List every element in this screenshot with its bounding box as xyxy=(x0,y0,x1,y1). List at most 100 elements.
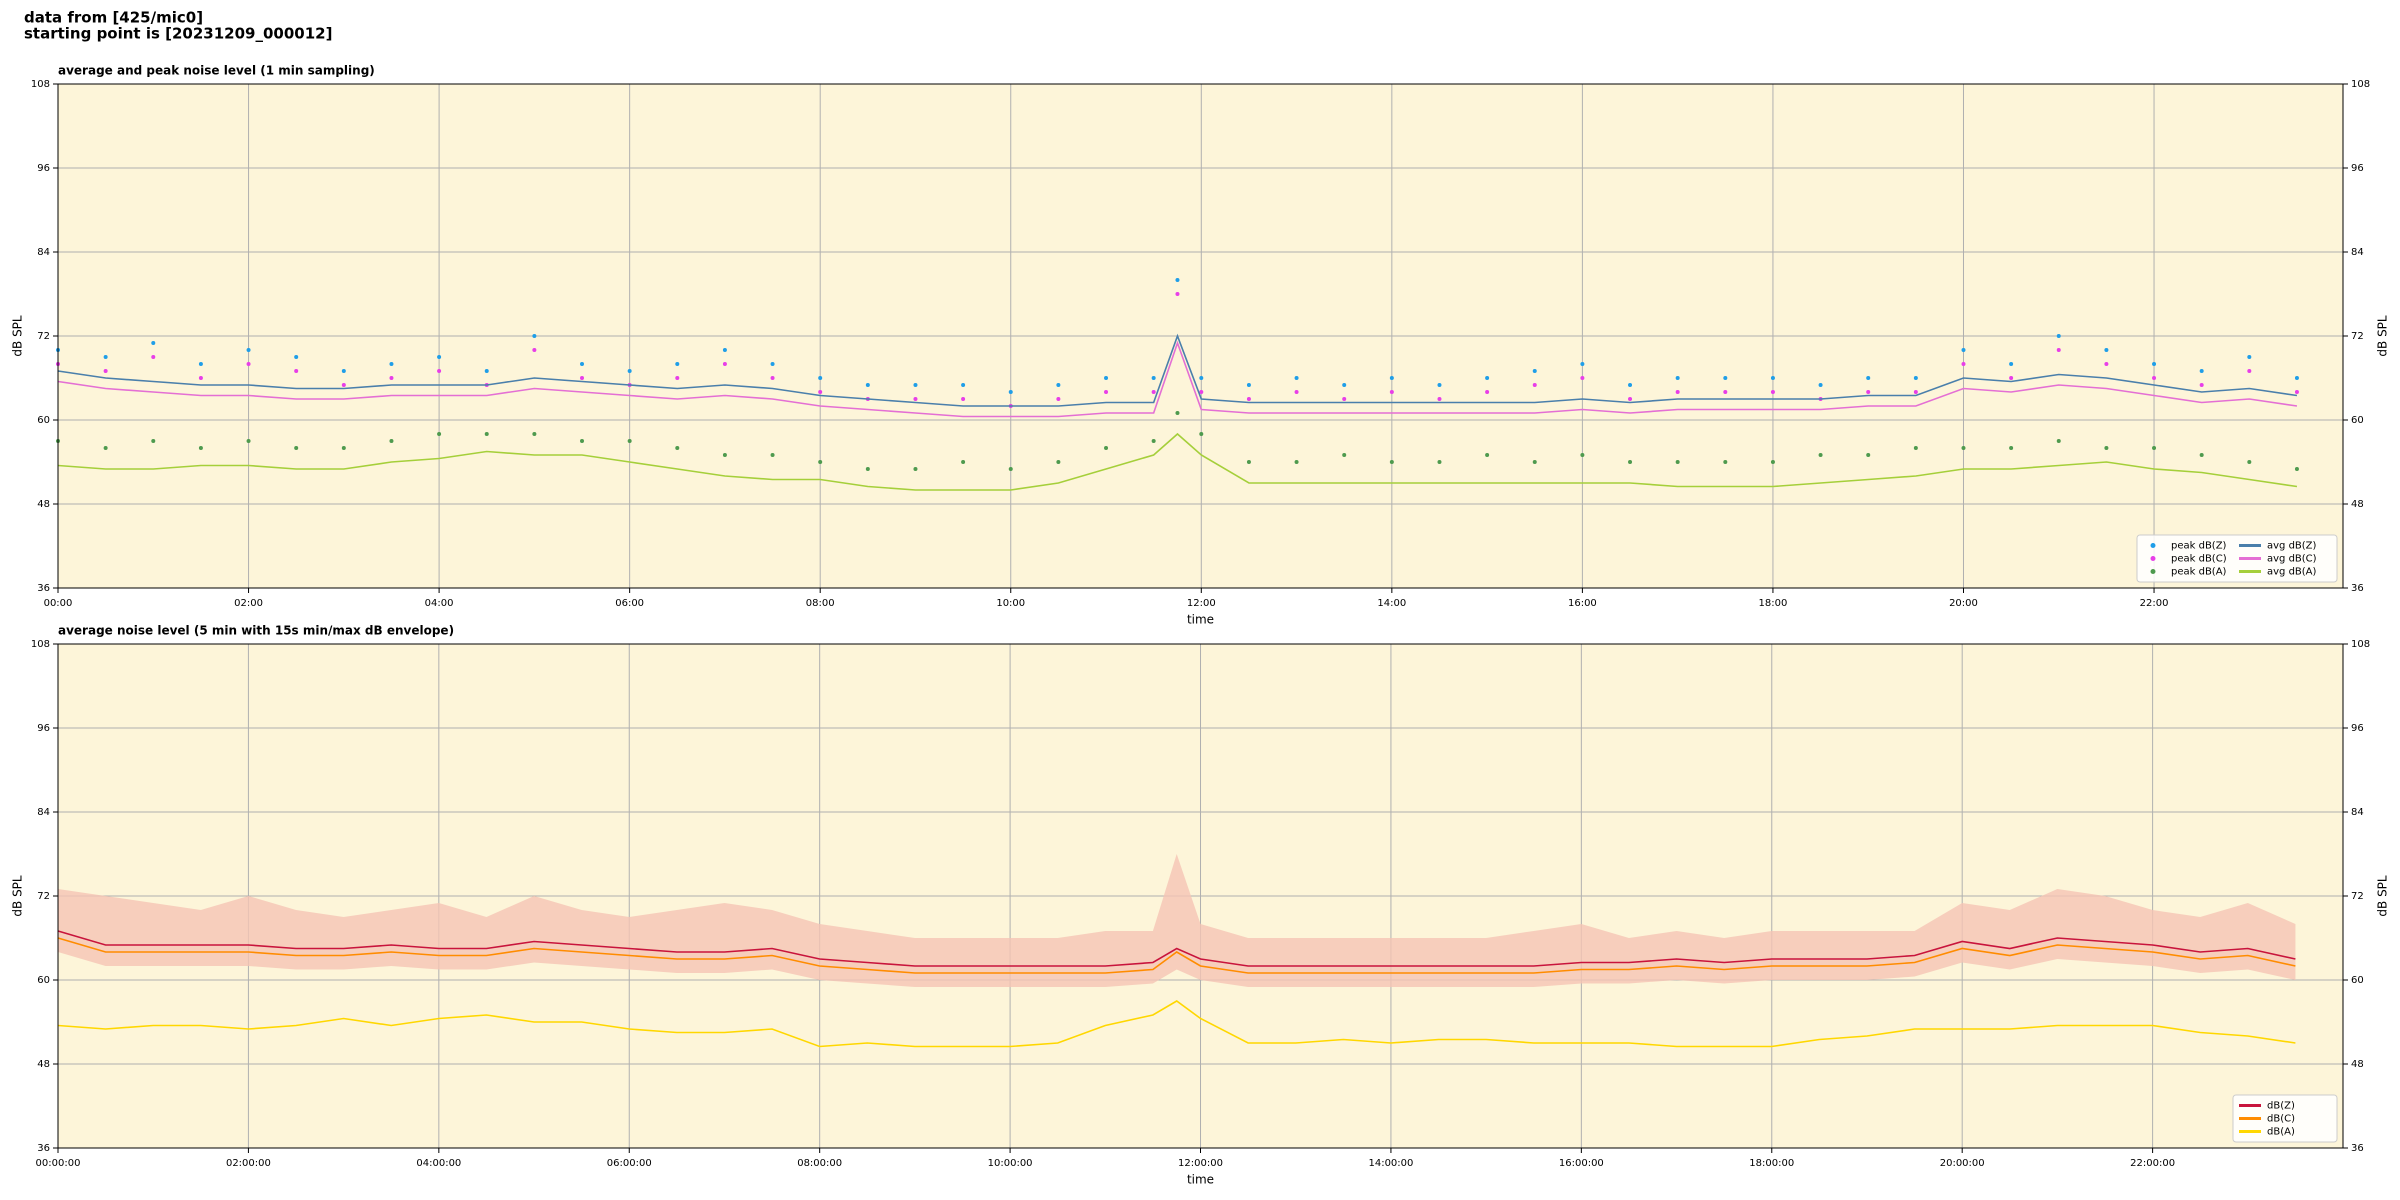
peak-point xyxy=(2056,439,2061,443)
peak-point xyxy=(198,446,203,450)
y-tick-label: 72 xyxy=(37,891,50,902)
peak-point xyxy=(675,376,680,380)
series-line xyxy=(57,930,2296,967)
y-tick-label: 48 xyxy=(37,1059,50,1070)
x-tick-label: 10:00:00 xyxy=(988,1158,1033,1169)
peak-point xyxy=(1675,460,1680,464)
peak-point xyxy=(341,369,346,373)
y-tick-label: 96 xyxy=(2351,163,2364,174)
peak-point xyxy=(389,439,394,443)
x-tick-label: 22:00:00 xyxy=(2130,1158,2175,1169)
legend-label: dB(C) xyxy=(2267,1114,2295,1125)
x-tick-label: 00:00 xyxy=(44,598,73,609)
peak-point xyxy=(1961,348,1966,352)
x-tick-label: 08:00 xyxy=(806,598,835,609)
peak-point xyxy=(1056,383,1061,387)
peak-point xyxy=(198,362,203,366)
chart-title: average noise level (5 min with 15s min/… xyxy=(58,624,454,638)
y-tick-label: 48 xyxy=(37,499,50,510)
x-tick-label: 04:00:00 xyxy=(416,1158,461,1169)
x-tick-label: 14:00:00 xyxy=(1368,1158,1413,1169)
peak-point xyxy=(389,362,394,366)
peak-point xyxy=(2294,467,2299,471)
peak-point xyxy=(1723,390,1728,394)
peak-point xyxy=(913,397,918,401)
x-axis-label: time xyxy=(1187,613,1214,627)
x-tick-label: 04:00 xyxy=(425,598,454,609)
peak-point xyxy=(1580,362,1585,366)
peak-point xyxy=(2247,460,2252,464)
peak-point xyxy=(580,376,585,380)
peak-point xyxy=(818,390,823,394)
y-tick-label: 60 xyxy=(2351,975,2364,986)
peak-point xyxy=(1580,453,1585,457)
peak-point xyxy=(913,383,918,387)
peak-point xyxy=(198,376,203,380)
x-tick-label: 20:00 xyxy=(1949,598,1978,609)
peak-point xyxy=(1294,390,1299,394)
peak-point xyxy=(103,369,108,373)
x-tick-label: 16:00:00 xyxy=(1559,1158,1604,1169)
peak-point xyxy=(1056,460,1061,464)
plot-frame xyxy=(57,643,2344,1149)
peak-point xyxy=(294,446,299,450)
peak-point xyxy=(389,376,394,380)
peak-point xyxy=(151,439,156,443)
legend-marker xyxy=(2150,556,2156,561)
peak-point xyxy=(722,348,727,352)
peak-point xyxy=(770,376,775,380)
peak-point xyxy=(1723,460,1728,464)
peak-point xyxy=(1199,432,1204,436)
y-tick-label: 36 xyxy=(37,1143,50,1154)
peak-point xyxy=(1199,390,1204,394)
peak-point xyxy=(961,383,966,387)
peak-point xyxy=(151,355,156,359)
series-line xyxy=(57,432,2298,491)
legend-label: avg dB(Z) xyxy=(2267,541,2317,552)
peak-point xyxy=(1913,446,1918,450)
peak-point xyxy=(1913,390,1918,394)
header-line: starting point is [20231209_000012] xyxy=(24,25,332,43)
legend-label: avg dB(A) xyxy=(2267,567,2317,578)
peak-point xyxy=(2104,348,2109,352)
y-tick-label: 108 xyxy=(2351,79,2370,90)
peak-point xyxy=(722,362,727,366)
series-line xyxy=(57,333,2298,407)
peak-point xyxy=(2152,362,2157,366)
peak-point xyxy=(2152,376,2157,380)
peak-point xyxy=(1151,390,1156,394)
peak-point xyxy=(1866,376,1871,380)
peak-point xyxy=(246,362,251,366)
peak-point xyxy=(341,446,346,450)
peak-point xyxy=(1628,460,1633,464)
peak-point xyxy=(1437,383,1442,387)
legend-label: avg dB(C) xyxy=(2267,554,2317,565)
peak-point xyxy=(722,453,727,457)
peak-point xyxy=(580,362,585,366)
peak-point xyxy=(2294,376,2299,380)
y-tick-label: 84 xyxy=(2351,247,2364,258)
peak-point xyxy=(1866,390,1871,394)
peak-point xyxy=(1389,376,1394,380)
legend-label: peak dB(Z) xyxy=(2171,541,2227,552)
peak-point xyxy=(580,439,585,443)
peak-point xyxy=(1961,362,1966,366)
peak-point xyxy=(294,355,299,359)
peak-point xyxy=(1342,397,1347,401)
peak-point xyxy=(2199,453,2204,457)
peak-point xyxy=(2056,334,2061,338)
peak-point xyxy=(1175,411,1180,415)
series-line xyxy=(57,1000,2296,1048)
peak-point xyxy=(1104,446,1109,450)
legend-marker xyxy=(2150,543,2156,548)
peak-point xyxy=(865,383,870,387)
peak-point xyxy=(1628,397,1633,401)
peak-point xyxy=(1913,376,1918,380)
x-tick-label: 06:00:00 xyxy=(607,1158,652,1169)
peak-point xyxy=(675,446,680,450)
peak-point xyxy=(437,355,442,359)
peak-point xyxy=(627,369,632,373)
peak-point xyxy=(1675,390,1680,394)
peak-point xyxy=(1008,467,1013,471)
x-tick-label: 12:00:00 xyxy=(1178,1158,1223,1169)
